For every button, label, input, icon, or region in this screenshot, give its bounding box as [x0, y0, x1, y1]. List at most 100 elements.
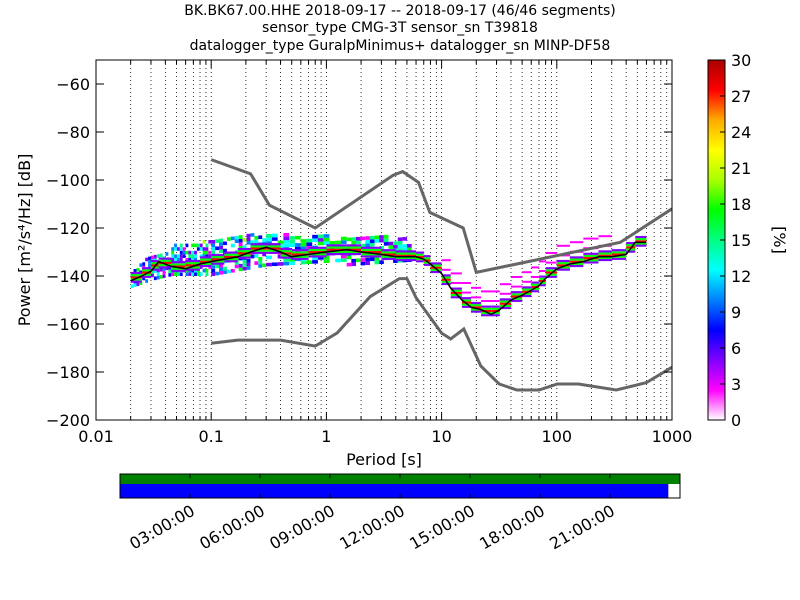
histogram-cell	[461, 282, 472, 284]
histogram-cell	[340, 236, 347, 241]
histogram-cell	[208, 250, 212, 255]
histogram-cell	[522, 280, 532, 283]
histogram-cell	[430, 262, 442, 265]
histogram-cell	[499, 306, 511, 310]
histogram-cell	[481, 300, 492, 302]
histogram-cell	[335, 258, 341, 263]
histogram-cell	[481, 314, 492, 317]
histogram-cell	[361, 248, 382, 252]
histogram-cell	[219, 249, 223, 254]
colorbar: 0 3 6 9 12 15 18 21 24 27 30 [%]	[707, 51, 789, 430]
histogram-cell	[471, 296, 482, 299]
histogram-cell	[211, 243, 216, 248]
histogram-cell	[266, 249, 281, 252]
histogram-cell	[450, 296, 462, 299]
colorbar-tick-label: 12	[731, 267, 751, 286]
histogram-cell	[222, 241, 227, 246]
histogram-cell	[388, 241, 394, 246]
histogram-cell	[139, 281, 143, 285]
histogram-cell	[291, 257, 309, 260]
histogram-cell	[159, 275, 163, 279]
histogram-cell	[351, 262, 356, 267]
histogram-cell	[294, 235, 301, 240]
histogram-cell	[156, 272, 160, 276]
histogram-cell	[191, 250, 195, 255]
histogram-cell	[254, 236, 259, 240]
histogram-cell	[510, 291, 523, 294]
histogram-cell	[174, 247, 177, 251]
histogram-cell	[365, 257, 370, 262]
histogram-cell	[168, 273, 172, 277]
histogram-cell	[569, 260, 584, 263]
histogram-cell	[222, 266, 227, 271]
timeline-panel: 03:00:0006:00:0009:00:0012:00:0015:00:00…	[119, 473, 681, 553]
histogram-cell	[346, 252, 362, 256]
histogram-cell	[510, 285, 523, 288]
histogram-cell	[393, 259, 398, 263]
histogram-cell	[491, 307, 500, 310]
histogram-cell	[159, 253, 163, 258]
histogram-cell	[185, 258, 189, 262]
histogram-cell	[226, 237, 231, 241]
histogram-cell	[237, 252, 251, 255]
histogram-cell	[283, 258, 290, 262]
histogram-cell	[326, 244, 347, 247]
histogram-cell	[185, 262, 201, 265]
histogram-cell	[171, 272, 175, 276]
histogram-cell	[355, 240, 361, 245]
histogram-cell	[522, 286, 532, 289]
histogram-cell	[346, 262, 352, 267]
histogram-cell	[340, 254, 347, 259]
histogram-cell	[142, 262, 146, 266]
histogram-cell	[171, 254, 175, 258]
histogram-cell	[171, 261, 186, 264]
histogram-cell	[481, 309, 492, 312]
histogram-cell	[211, 240, 216, 244]
histogram-cell	[211, 260, 225, 263]
histogram-cell	[291, 249, 309, 252]
histogram-cell	[211, 265, 216, 269]
histogram-cell	[351, 240, 356, 245]
histogram-cell	[326, 246, 347, 249]
histogram-cell	[626, 241, 636, 245]
histogram-cell	[300, 239, 307, 243]
histogram-cell	[340, 240, 347, 244]
histogram-cell	[374, 239, 380, 243]
histogram-cell	[242, 259, 247, 264]
histogram-cell	[395, 254, 407, 257]
histogram-cell	[250, 240, 255, 244]
histogram-cell	[397, 244, 403, 249]
histogram-cell	[194, 243, 197, 248]
histogram-cell	[531, 276, 539, 278]
histogram-cell	[196, 247, 200, 251]
histogram-cell	[556, 259, 570, 263]
histogram-cell	[598, 258, 612, 262]
histogram-cell	[531, 285, 539, 288]
histogram-cell	[306, 260, 313, 264]
x-tick-label: 10	[431, 427, 451, 446]
histogram-cell	[199, 272, 203, 276]
histogram-cell	[266, 237, 272, 242]
histogram-cell	[202, 247, 206, 251]
histogram-cell	[395, 258, 407, 262]
histogram-cell	[569, 258, 584, 261]
histogram-cell	[185, 268, 201, 271]
histogram-cell	[202, 250, 206, 255]
histogram-cell	[271, 262, 278, 267]
histogram-cell	[156, 254, 160, 258]
histogram-cell	[556, 264, 570, 267]
histogram-cell	[188, 254, 192, 258]
histogram-cell	[130, 271, 142, 275]
histogram-cell	[185, 250, 189, 255]
histogram-cell	[300, 260, 307, 265]
histogram-cell	[381, 257, 396, 260]
histogram-cell	[360, 258, 366, 262]
histogram-cell	[230, 236, 235, 241]
histogram-cell	[153, 269, 157, 273]
histogram-cell	[481, 290, 492, 293]
histogram-cell	[246, 262, 251, 267]
histogram-cell	[416, 251, 424, 254]
histogram-cell	[162, 270, 166, 275]
histogram-cell	[266, 251, 281, 254]
histogram-cell	[556, 262, 570, 265]
